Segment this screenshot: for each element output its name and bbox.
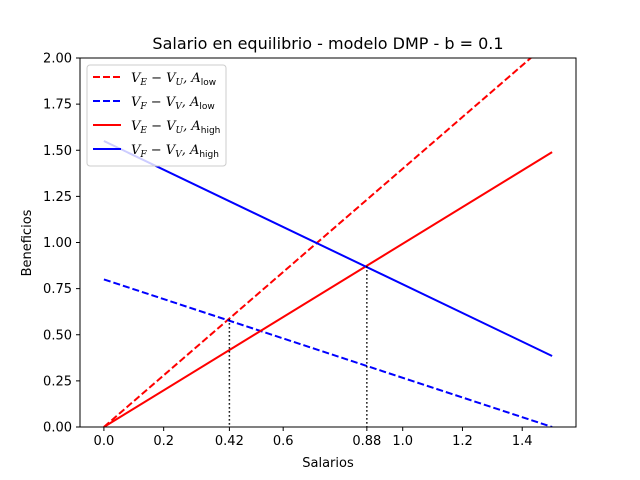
y-tick-label: 0.50 <box>43 328 72 343</box>
y-tick-label: 2.00 <box>43 52 72 67</box>
series-layer <box>103 58 553 427</box>
legend-box <box>86 64 227 167</box>
legend: VE − VU, Alow VF − VV, Alow VE − VU, Ahi… <box>86 64 227 167</box>
x-tick-label: 0.42 <box>215 434 244 449</box>
y-tick-label: 1.75 <box>43 98 72 113</box>
x-tick-label: 0.88 <box>352 434 381 449</box>
y-axis-label: Beneficios <box>20 209 35 276</box>
chart-title: Salario en equilibrio - modelo DMP - b =… <box>152 34 503 53</box>
y-tick-label: 1.25 <box>43 190 72 205</box>
series-line-4 <box>103 140 553 357</box>
x-axis-ticks: 0.0 0.2 0.42 0.6 0.88 1.0 1.2 1.4 <box>94 427 533 449</box>
x-tick-label: 0.6 <box>273 434 294 449</box>
legend-label-1: VE − VU, Alow <box>131 71 216 88</box>
x-tick-label: 1.4 <box>512 434 533 449</box>
legend-label-4: VF − VV, Ahigh <box>131 143 219 160</box>
y-tick-label: 0.00 <box>43 421 72 436</box>
series-line-3 <box>103 151 553 427</box>
x-tick-label: 1.0 <box>392 434 413 449</box>
vline-layer <box>228 266 368 427</box>
x-tick-label: 0.2 <box>153 434 174 449</box>
series-line-1 <box>103 58 533 427</box>
x-tick-label: 0.0 <box>94 434 115 449</box>
x-tick-label: 1.2 <box>452 434 473 449</box>
legend-label-3: VE − VU, Ahigh <box>131 119 220 136</box>
series-line-2 <box>103 278 553 427</box>
y-tick-label: 1.00 <box>43 236 72 251</box>
legend-label-2: VF − VV, Alow <box>131 95 215 112</box>
x-axis-label: Salarios <box>302 456 354 471</box>
y-tick-label: 1.50 <box>43 144 72 159</box>
y-tick-label: 0.25 <box>43 374 72 389</box>
y-axis-ticks: 0.00 0.25 0.50 0.75 1.00 1.25 1.50 1.75 2.00 <box>43 52 80 436</box>
y-tick-label: 0.75 <box>43 282 72 297</box>
